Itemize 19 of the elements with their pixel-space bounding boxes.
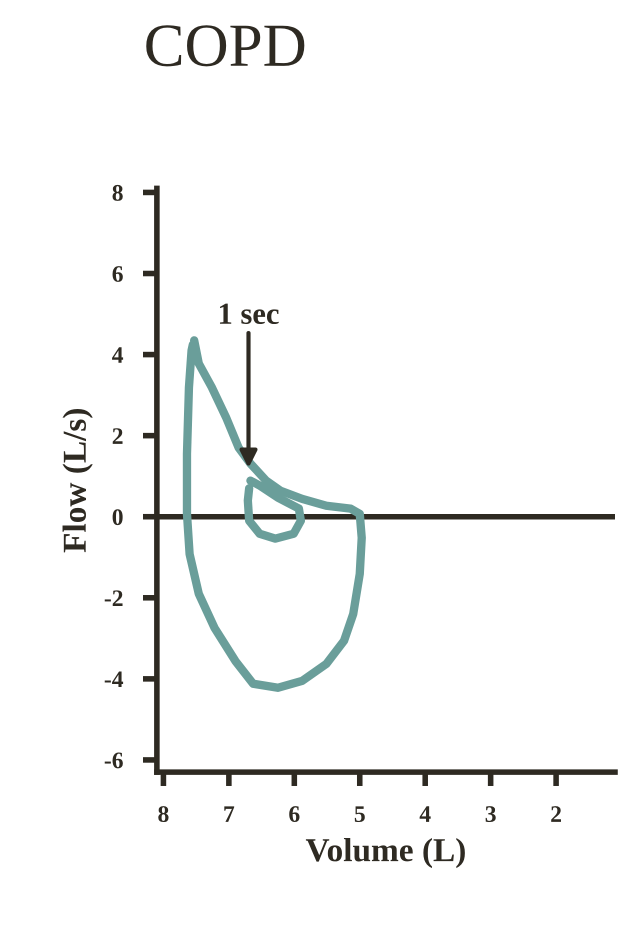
y-tick-label: 6 (112, 266, 123, 282)
y-tick-label: 2 (112, 428, 123, 444)
y-tick-label: 8 (112, 184, 123, 201)
y-tick-label: -4 (104, 672, 124, 688)
y-tick-label: -2 (104, 590, 123, 606)
y-tick-label: -6 (104, 752, 123, 768)
annotation: 1 sec (220, 304, 279, 324)
x-tick-label: 8 (158, 806, 169, 822)
x-axis-title: Volume (L) (306, 838, 465, 868)
x-tick-label: 2 (551, 806, 561, 822)
x-tick-label: 7 (224, 806, 234, 822)
y-tick-label: 0 (112, 509, 123, 526)
x-tick-label: 3 (486, 806, 496, 822)
x-tick-label: 6 (289, 806, 300, 822)
y-tick-label: 4 (112, 347, 124, 363)
y-axis-title: Flow (L/s) (62, 409, 93, 552)
x-tick-label: 4 (420, 806, 431, 822)
x-tick-label: 5 (354, 806, 365, 822)
chart-title: COPD (146, 25, 304, 66)
